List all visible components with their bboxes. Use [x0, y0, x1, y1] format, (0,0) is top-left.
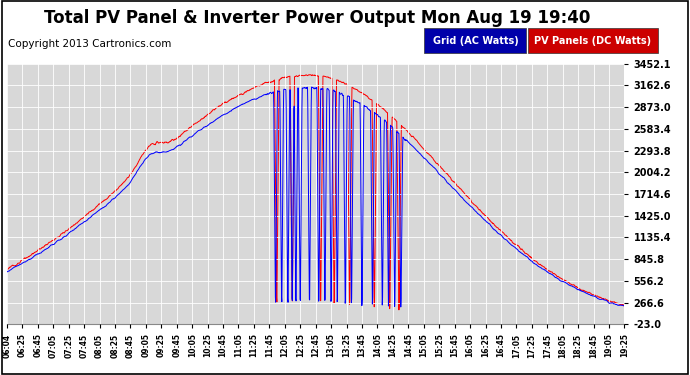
Text: Grid (AC Watts): Grid (AC Watts) [433, 36, 518, 45]
Text: Total PV Panel & Inverter Power Output Mon Aug 19 19:40: Total PV Panel & Inverter Power Output M… [44, 9, 591, 27]
Text: PV Panels (DC Watts): PV Panels (DC Watts) [534, 36, 651, 45]
Text: Copyright 2013 Cartronics.com: Copyright 2013 Cartronics.com [8, 39, 172, 50]
